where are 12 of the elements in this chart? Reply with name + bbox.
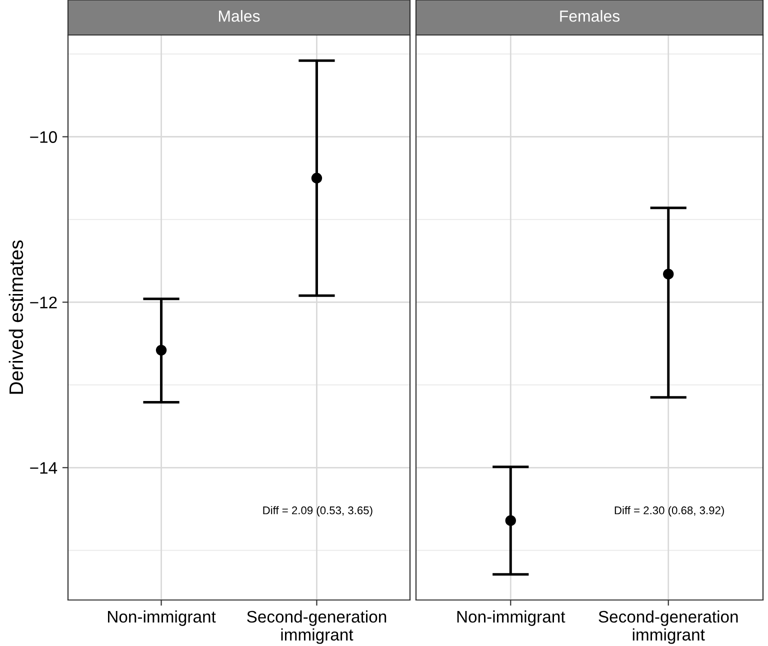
chart-title: Females [560,10,620,22]
y-axis-title: Derived estimates [8,240,24,394]
y-tick-label: −12 [30,296,57,308]
y-tick-label: −10 [30,131,57,143]
chart-title: Males [219,10,260,22]
x-tick-label: Second-generation immigrant [247,610,386,644]
x-tick-label: Non-immigrant [108,610,216,626]
annotation: Diff = 2.09 (0.53, 3.65) [263,506,372,516]
annotation: Diff = 2.30 (0.68, 3.92) [614,506,724,516]
y-tick-label: −14 [30,462,58,474]
x-tick-label: Second-generation immigrant [598,610,738,644]
x-tick-label: Non-immigrant [457,610,566,626]
